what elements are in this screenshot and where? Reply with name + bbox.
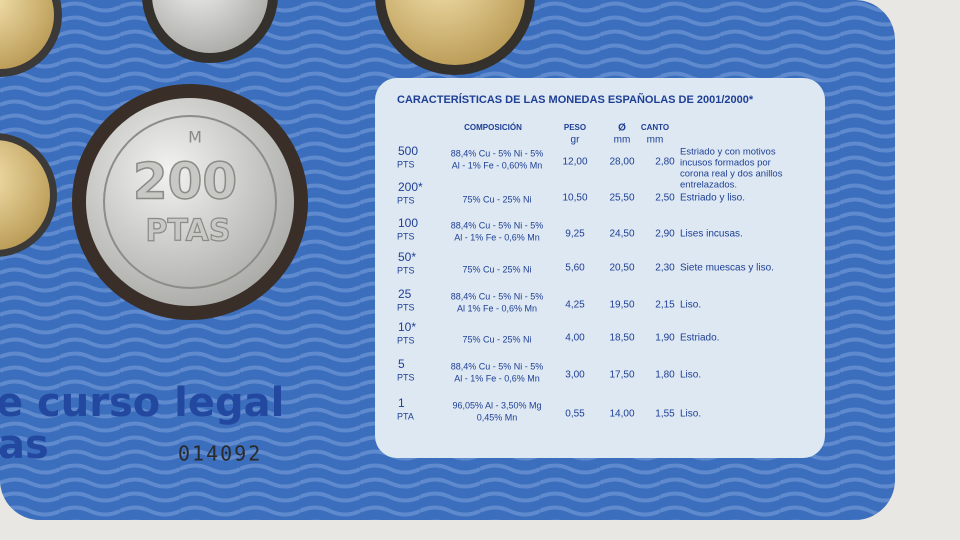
- coin-ring: [103, 115, 277, 289]
- weight: 0,55: [565, 409, 585, 420]
- edge: 2,90: [655, 229, 675, 240]
- weight: 9,25: [565, 229, 585, 240]
- composition: 88,4% Cu - 5% Ni - 5%: [451, 291, 544, 301]
- description: corona real y dos anillos: [680, 169, 783, 180]
- header: COMPOSICIÓN: [464, 123, 522, 132]
- weight: 3,00: [565, 370, 585, 381]
- composition: 75% Cu - 25% Ni: [462, 334, 531, 344]
- edge: 1,55: [655, 409, 675, 420]
- coin-value: 1: [398, 396, 405, 410]
- coin-unit: PTS: [397, 231, 415, 241]
- diameter: 14,00: [609, 409, 634, 420]
- composition: 0,45% Mn: [477, 412, 518, 422]
- diameter: 20,50: [609, 263, 634, 274]
- edge: 2,30: [655, 263, 675, 274]
- weight: 4,00: [565, 333, 585, 344]
- description: Liso.: [680, 370, 701, 381]
- coin-value: 50*: [398, 250, 416, 264]
- legend-line: e curso legal: [0, 380, 284, 426]
- coin-200: [86, 98, 294, 306]
- diameter: 19,50: [609, 300, 634, 311]
- coin-value: 200*: [398, 180, 423, 194]
- header: mm: [614, 135, 631, 146]
- coin-unit: PTS: [397, 195, 415, 205]
- diameter: 25,50: [609, 193, 634, 204]
- description: incusos formados por: [680, 158, 771, 169]
- header: PESO: [564, 123, 586, 132]
- composition: 75% Cu - 25% Ni: [462, 194, 531, 204]
- table-panel: [375, 78, 825, 458]
- edge: 1,90: [655, 333, 675, 344]
- coin-unit: PTAS: [146, 214, 231, 249]
- description: Estriado y liso.: [680, 193, 745, 204]
- composition: 75% Cu - 25% Ni: [462, 264, 531, 274]
- coin-value: 5: [398, 357, 405, 371]
- serial-number: 014092: [178, 442, 262, 466]
- coin: [0, 140, 50, 250]
- description: Liso.: [680, 300, 701, 311]
- header: CANTO: [641, 123, 669, 132]
- coin: [0, 0, 54, 69]
- composition: Al - 1% Fe - 0,6% Mn: [454, 373, 540, 383]
- coin-value: 200: [133, 153, 237, 211]
- weight: 4,25: [565, 300, 585, 311]
- composition: Al - 1% Fe - 0,6% Mn: [454, 232, 540, 242]
- description: Estriado.: [680, 333, 719, 344]
- weight: 10,50: [562, 193, 587, 204]
- composition: Al 1% Fe - 0,6% Mn: [457, 303, 537, 313]
- coin-unit: PTS: [397, 372, 415, 382]
- composition: Al - 1% Fe - 0,60% Mn: [452, 160, 543, 170]
- coin-value: 10*: [398, 320, 416, 334]
- description: Lises incusas.: [680, 229, 743, 240]
- diameter: 17,50: [609, 370, 634, 381]
- coin-mint: M: [188, 128, 202, 147]
- composition: 88,4% Cu - 5% Ni - 5%: [451, 361, 544, 371]
- edge: 2,80: [655, 157, 675, 168]
- table-title: CARACTERÍSTICAS DE LAS MONEDAS ESPAÑOLAS…: [397, 93, 754, 106]
- coin-unit: PTS: [397, 159, 415, 169]
- header: gr: [571, 135, 581, 146]
- legend-line: as: [0, 422, 49, 468]
- description: Estriado y con motivos: [680, 147, 776, 158]
- coin: [385, 0, 525, 65]
- coin-value: 25: [398, 287, 412, 301]
- composition: 88,4% Cu - 5% Ni - 5%: [451, 148, 544, 158]
- diameter: 24,50: [609, 229, 634, 240]
- coin-unit: PTS: [397, 265, 415, 275]
- description: entrelazados.: [680, 180, 737, 191]
- composition: 88,4% Cu - 5% Ni - 5%: [451, 220, 544, 230]
- coin-unit: PTS: [397, 302, 415, 312]
- header: Ø: [618, 123, 626, 134]
- description: Siete muescas y liso.: [680, 263, 774, 274]
- header: mm: [647, 135, 664, 146]
- description: Liso.: [680, 409, 701, 420]
- coin-value: 500: [398, 144, 418, 158]
- diameter: 28,00: [609, 157, 634, 168]
- coin-unit: PTS: [397, 335, 415, 345]
- weight: 12,00: [562, 157, 587, 168]
- coin-value: 100: [398, 216, 418, 230]
- table: CARACTERÍSTICAS DE LAS MONEDAS ESPAÑOLAS…: [397, 93, 783, 422]
- coin-unit: PTA: [397, 411, 414, 421]
- edge: 1,80: [655, 370, 675, 381]
- edge: 2,15: [655, 300, 675, 311]
- composition: 96,05% Al - 3,50% Mg: [452, 400, 541, 410]
- diameter: 18,50: [609, 333, 634, 344]
- coin: [152, 0, 268, 53]
- edge: 2,50: [655, 193, 675, 204]
- weight: 5,60: [565, 263, 585, 274]
